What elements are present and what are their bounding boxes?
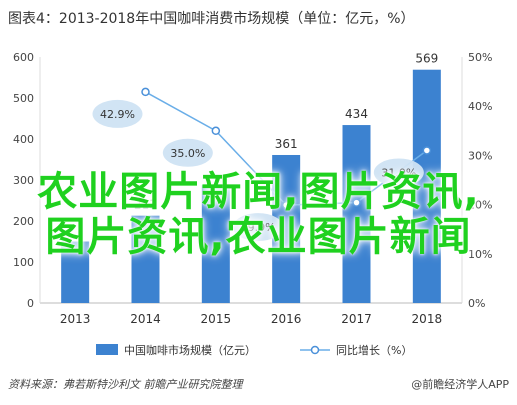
bar <box>201 185 230 303</box>
growth-point <box>422 146 432 155</box>
x-tick-label: 2013 <box>60 312 91 326</box>
growth-label-bubble <box>373 158 424 187</box>
legend-line-marker <box>310 345 320 355</box>
legend-bar-label: 中国咖啡市场规模（亿元） <box>124 343 256 357</box>
x-tick-label: 2015 <box>201 312 232 326</box>
chart-title: 图表4：2013-2018年中国咖啡消费市场规模（单位：亿元，%） <box>8 11 415 27</box>
y-left-tick-label: 300 <box>13 174 34 187</box>
growth-value-label: 42.9% <box>100 108 135 121</box>
x-tick-label: 2017 <box>341 312 372 326</box>
bar-value-label: 434 <box>345 107 368 121</box>
publisher-logo: @前瞻经济学人APP <box>411 378 509 391</box>
bar <box>131 215 160 303</box>
y-left-tick-label: 100 <box>13 256 34 269</box>
x-tick-label: 2018 <box>412 312 443 326</box>
y-left-tick-label: 500 <box>13 92 34 105</box>
y-right-tick-label: 10% <box>468 248 492 261</box>
y-left-tick-label: 600 <box>13 51 34 64</box>
chart-source: 资料来源：弗若斯特沙利文 前瞻产业研究院整理 <box>8 378 243 391</box>
watermark-overlay-line2: 图片资讯,农业图片新闻 <box>45 214 472 260</box>
y-right-tick-label: 0% <box>468 297 485 310</box>
x-tick-label: 2016 <box>271 312 302 326</box>
growth-value-label: 31.0% <box>381 166 416 179</box>
growth-value-label: 19.9% <box>241 221 276 234</box>
growth-label-bubble <box>162 138 213 167</box>
growth-label-bubble <box>92 99 143 128</box>
growth-point <box>141 87 150 97</box>
bar-value-label: 213 <box>134 198 157 212</box>
growth-label-bubble <box>233 213 284 242</box>
growth-point <box>211 126 221 136</box>
growth-value-label: 35.0% <box>170 147 205 160</box>
y-right-tick-label: 20% <box>468 199 492 212</box>
x-tick-label: 2014 <box>130 312 161 326</box>
y-right-tick-label: 50% <box>468 51 492 64</box>
legend-line-label: 同比增长（%） <box>336 343 412 357</box>
bar <box>412 69 441 304</box>
bar-value-label: 361 <box>275 137 298 151</box>
bar-value-label: 569 <box>415 52 438 66</box>
legend-bar-swatch <box>96 344 118 355</box>
watermark-overlay-line1: 农业图片新闻,图片资讯, <box>37 169 480 215</box>
growth-point <box>352 198 361 207</box>
y-left-tick-label: 0 <box>27 297 34 310</box>
growth-point <box>281 200 291 210</box>
y-right-tick-label: 30% <box>468 149 492 162</box>
y-left-tick-label: 400 <box>13 133 34 146</box>
y-right-tick-label: 40% <box>468 100 492 113</box>
bar <box>342 125 371 303</box>
y-left-tick-label: 200 <box>13 215 34 228</box>
bar <box>61 241 90 303</box>
